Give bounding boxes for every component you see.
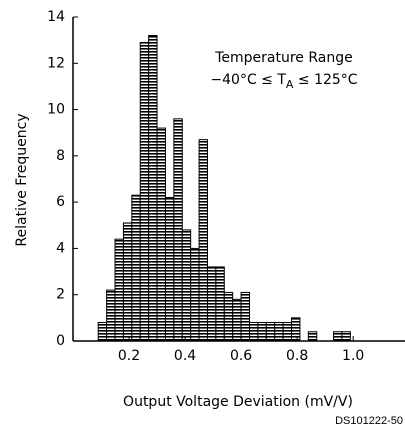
- x-tick-label: 0.2: [118, 348, 140, 364]
- bar: [249, 321, 259, 342]
- y-tick-label: 4: [56, 240, 65, 256]
- bar: [223, 291, 234, 342]
- bar: [106, 289, 116, 342]
- bar: [181, 229, 192, 342]
- bar: [97, 321, 108, 342]
- y-tick-label: 0: [56, 333, 65, 349]
- bar: [190, 247, 200, 342]
- x-tick-label: 0.4: [174, 348, 196, 364]
- y-tick-label: 10: [47, 102, 65, 118]
- y-tick-label: 12: [47, 55, 65, 71]
- annotation-part: −40°C ≤ T: [210, 72, 286, 88]
- bar: [257, 321, 267, 342]
- bar: [291, 317, 301, 342]
- x-axis-label: Output Voltage Deviation (mV/V): [123, 394, 353, 410]
- bar: [114, 238, 124, 342]
- y-axis-label: Relative Frequency: [14, 113, 30, 246]
- x-tick-label: 0.8: [286, 348, 308, 364]
- y-tick-label: 8: [56, 148, 65, 164]
- bar: [206, 266, 217, 342]
- annotation-subscript: A: [286, 78, 294, 91]
- bar: [274, 321, 284, 342]
- annotation-line-2: −40°C ≤ TA ≤ 125°C: [210, 72, 357, 91]
- bar: [215, 266, 225, 342]
- annotation-part: ≤ 125°C: [293, 72, 357, 88]
- bar: [232, 298, 242, 342]
- bar: [307, 331, 318, 342]
- bar: [173, 118, 183, 342]
- footer: DS101222-50: [335, 415, 403, 427]
- bar: [131, 194, 141, 342]
- bar: [139, 41, 150, 342]
- bar: [164, 197, 175, 342]
- x-tick-label: 0.6: [230, 348, 252, 364]
- y-tick-label: 14: [47, 9, 65, 25]
- annotation-line-1: Temperature Range: [214, 50, 353, 66]
- x-tick-label: 1.0: [342, 348, 364, 364]
- bar: [122, 222, 133, 342]
- bar: [198, 139, 208, 342]
- y-tick-label: 6: [56, 194, 65, 210]
- bar: [282, 321, 293, 342]
- y-tick-label: 2: [56, 287, 65, 303]
- bar: [333, 331, 343, 342]
- bar: [341, 331, 351, 342]
- bar: [148, 35, 158, 342]
- bar: [265, 321, 276, 342]
- bar: [240, 291, 251, 342]
- bar: [156, 127, 166, 342]
